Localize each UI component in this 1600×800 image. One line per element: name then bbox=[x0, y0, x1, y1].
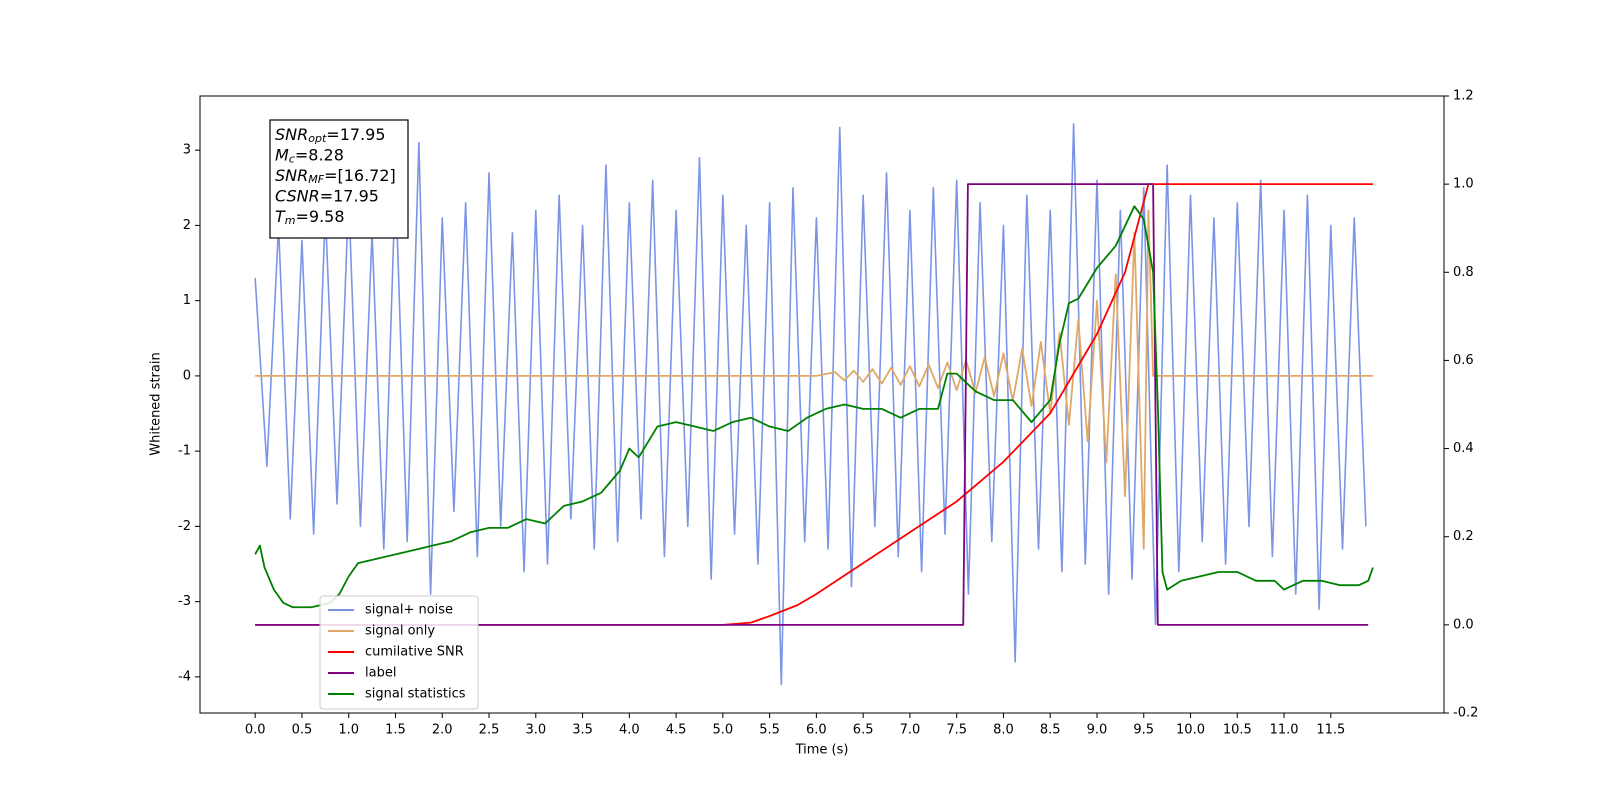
annotation-symbol: M bbox=[275, 145, 289, 164]
y-tick-label: 1 bbox=[183, 293, 191, 308]
annotation-text: =[16.72] bbox=[324, 166, 396, 185]
annotation-text: =17.95 bbox=[326, 125, 385, 144]
x-tick-label: 5.0 bbox=[713, 723, 734, 738]
x-tick-label: 6.5 bbox=[853, 723, 874, 738]
annotation-subscript: c bbox=[289, 153, 295, 166]
annotation-line: SNRMF=[16.72] bbox=[275, 166, 396, 187]
y2-tick-label: 1.2 bbox=[1453, 89, 1474, 104]
x-tick-label: 5.5 bbox=[759, 723, 780, 738]
x-tick-label: 10.5 bbox=[1223, 723, 1252, 738]
y2-tick-label: 0.2 bbox=[1453, 529, 1474, 544]
x-tick-label: 3.0 bbox=[525, 723, 546, 738]
x-tick-label: 4.5 bbox=[666, 723, 687, 738]
annotation-symbol: SNR bbox=[275, 125, 308, 144]
y2-tick-label: 1.0 bbox=[1453, 177, 1474, 192]
annotation-symbol: T bbox=[275, 207, 286, 226]
x-tick-label: 10.0 bbox=[1176, 723, 1205, 738]
series-line bbox=[255, 183, 1373, 626]
annotation-subscript: MF bbox=[308, 173, 324, 186]
x-tick-label: 2.5 bbox=[479, 723, 500, 738]
annotation-line: SNRopt=17.95 bbox=[275, 125, 386, 146]
legend-label: signal statistics bbox=[365, 687, 466, 702]
series-line bbox=[254, 205, 1374, 609]
annotation-line: CSNR=17.95 bbox=[275, 186, 379, 205]
y-tick-label: 2 bbox=[183, 218, 191, 233]
annotation-line: Tm=9.58 bbox=[275, 207, 345, 228]
y2-tick-label: 0.4 bbox=[1453, 441, 1474, 456]
legend-label: signal+ noise bbox=[365, 603, 453, 618]
y-axis-label: Whitened strain bbox=[149, 352, 164, 455]
x-tick-label: 11.5 bbox=[1316, 723, 1345, 738]
annotation-text: =8.28 bbox=[295, 145, 344, 164]
annotation-text: =9.58 bbox=[296, 207, 345, 226]
y-tick-label: -2 bbox=[178, 519, 191, 534]
x-tick-label: 6.0 bbox=[806, 723, 827, 738]
x-axis-label: Time (s) bbox=[795, 743, 849, 758]
y2-tick-label: 0.0 bbox=[1453, 617, 1474, 632]
x-tick-label: 1.0 bbox=[338, 723, 359, 738]
annotation-symbol: SNR bbox=[275, 166, 308, 185]
x-tick-label: 4.0 bbox=[619, 723, 640, 738]
y-tick-label: -3 bbox=[178, 594, 191, 609]
x-tick-label: 1.5 bbox=[385, 723, 406, 738]
legend-label: label bbox=[365, 666, 396, 681]
x-tick-label: 0.5 bbox=[292, 723, 313, 738]
annotation-text: =17.95 bbox=[320, 186, 379, 205]
x-tick-label: 9.0 bbox=[1087, 723, 1108, 738]
y2-tick-label: 0.8 bbox=[1453, 265, 1474, 280]
y2-tick-label: 0.6 bbox=[1453, 353, 1474, 368]
x-tick-label: 7.5 bbox=[946, 723, 967, 738]
x-tick-label: 2.0 bbox=[432, 723, 453, 738]
annotation-subscript: m bbox=[285, 214, 296, 227]
x-tick-label: 11.0 bbox=[1270, 723, 1299, 738]
y-tick-label: -1 bbox=[178, 444, 191, 459]
series-line bbox=[255, 183, 1369, 626]
annotation-subscript: opt bbox=[308, 132, 327, 145]
legend-label: signal only bbox=[365, 624, 435, 639]
x-tick-label: 3.5 bbox=[572, 723, 593, 738]
x-tick-label: 8.5 bbox=[1040, 723, 1061, 738]
series-line bbox=[254, 123, 1367, 686]
x-tick-label: 8.0 bbox=[993, 723, 1014, 738]
y2-tick-label: -0.2 bbox=[1453, 706, 1478, 721]
x-tick-label: 7.0 bbox=[900, 723, 921, 738]
annotation-box bbox=[269, 119, 409, 239]
y-tick-label: 0 bbox=[183, 368, 191, 383]
legend-box bbox=[319, 595, 479, 710]
y-tick-label: 3 bbox=[183, 143, 191, 158]
x-tick-label: 9.5 bbox=[1133, 723, 1154, 738]
y-tick-label: -4 bbox=[178, 669, 191, 684]
axes-frame bbox=[199, 95, 1445, 714]
annotation-line: Mc=8.28 bbox=[275, 145, 344, 166]
annotation-symbol: CSNR bbox=[275, 186, 320, 205]
series-line bbox=[255, 209, 1373, 550]
legend-label: cumilative SNR bbox=[365, 645, 464, 660]
x-tick-label: 0.0 bbox=[245, 723, 266, 738]
